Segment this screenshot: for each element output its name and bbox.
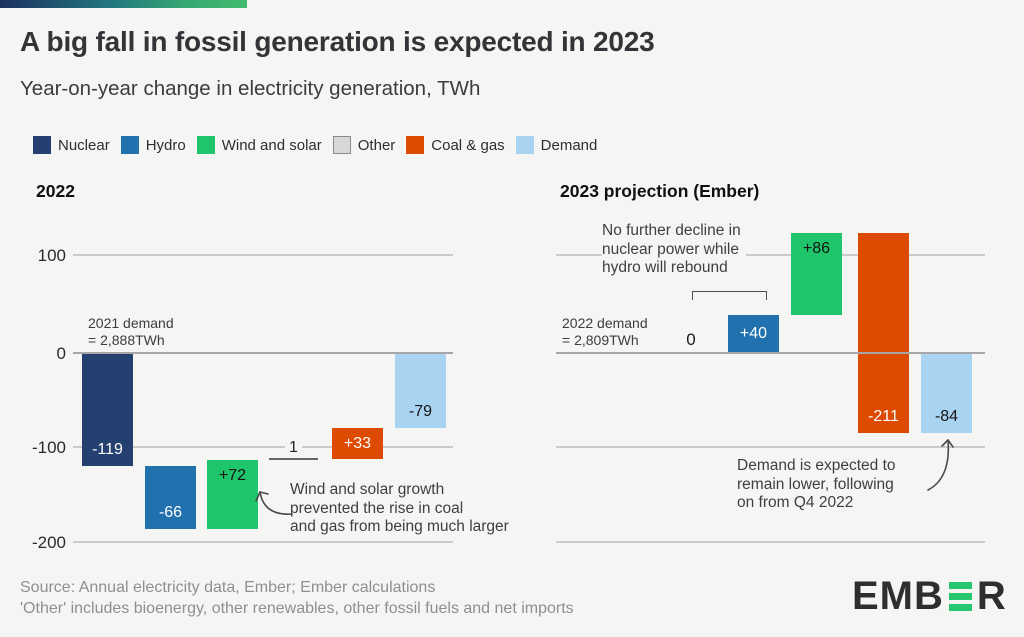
legend-item-other: Other xyxy=(332,136,396,154)
bar-2022-other-marker xyxy=(269,458,318,461)
ember-logo: EMB R xyxy=(852,574,1007,618)
bar-2023-wind-and-solar: +86 xyxy=(791,233,842,315)
legend-label-hydro: Hydro xyxy=(145,136,186,154)
legend-swatch-hydro xyxy=(120,136,139,154)
left-start-note: 2021 demand = 2,888TWh xyxy=(88,315,174,348)
legend-swatch-other xyxy=(332,136,351,154)
footer-source: Source: Annual electricity data, Ember; … xyxy=(20,579,436,596)
right-start-note: 2022 demand = 2,809TWh xyxy=(562,315,648,348)
left-gridline-neg100 xyxy=(73,446,453,448)
legend-swatch-coal-gas xyxy=(406,136,425,154)
page-title: A big fall in fossil generation is expec… xyxy=(20,26,655,57)
legend-label-wind-and-solar: Wind and solar xyxy=(221,136,322,154)
legend-label-other: Other xyxy=(357,136,396,154)
ember-logo-text-emb: EMB xyxy=(852,574,944,618)
right-chart-title: 2023 projection (Ember) xyxy=(560,181,760,201)
legend-swatch-demand xyxy=(515,136,534,154)
left-gridline-neg200 xyxy=(73,541,453,543)
bracket-nuclear-hydro xyxy=(692,291,767,300)
right-annotation-arrow xyxy=(927,439,954,491)
left-gridline-100 xyxy=(73,254,453,256)
left-annotation: Wind and solar growth prevented the rise… xyxy=(290,481,509,535)
bar-value-2022-coal-gas: +33 xyxy=(343,434,372,452)
bar-2022-demand: -79 xyxy=(395,353,446,428)
bar-value-2023-wind-and-solar: +86 xyxy=(802,240,831,257)
right-gridline-neg100 xyxy=(556,446,985,448)
right-annotation-top: No further decline in nuclear power whil… xyxy=(602,222,746,278)
legend-item-hydro: Hydro xyxy=(120,136,186,154)
brand-gradient-bar xyxy=(0,0,247,8)
bar-2022-wind-and-solar: +72 xyxy=(207,460,258,529)
legend-item-nuclear: Nuclear xyxy=(33,136,110,154)
legend-label-demand: Demand xyxy=(540,136,598,154)
legend-label-nuclear: Nuclear xyxy=(58,136,110,154)
right-gridline-100 xyxy=(556,254,985,256)
ember-logo-text-r: R xyxy=(976,574,1007,618)
left-zero-line xyxy=(73,352,453,354)
left-ytick-0: 0 xyxy=(56,344,66,363)
bar-2023-hydro: +40 xyxy=(728,315,779,353)
left-chart-title: 2022 xyxy=(36,181,75,201)
bar-value-2022-nuclear: -119 xyxy=(92,441,123,458)
bar-value-2023-demand: -84 xyxy=(934,408,959,425)
right-gridline-neg200 xyxy=(556,541,985,543)
bar-value-2022-wind-and-solar: +72 xyxy=(218,467,247,484)
footer-note: 'Other' includes bioenergy, other renewa… xyxy=(20,600,574,617)
page-subtitle: Year-on-year change in electricity gener… xyxy=(20,77,481,100)
bar-2022-nuclear: -119 xyxy=(82,353,133,466)
bar-value-2022-other: 1 xyxy=(269,439,318,457)
left-ytick-neg200: -200 xyxy=(31,533,66,552)
legend-swatch-wind-and-solar xyxy=(196,136,215,154)
bar-value-2023-hydro: +40 xyxy=(739,325,768,342)
right-annotation-bottom: Demand is expected to remain lower, foll… xyxy=(737,457,896,511)
left-ytick-100: 100 xyxy=(37,246,66,265)
left-ytick-neg100: -100 xyxy=(31,438,66,457)
legend-swatch-nuclear xyxy=(33,136,51,154)
bar-value-2022-hydro: -66 xyxy=(158,504,183,521)
bar-2023-coal-gas: -211 xyxy=(858,233,909,433)
ember-logo-e-bars-icon xyxy=(948,581,972,611)
bar-value-2022-demand: -79 xyxy=(408,403,433,420)
bar-2022-hydro: -66 xyxy=(145,466,196,529)
bar-value-2023-nuclear: 0 xyxy=(686,330,696,349)
bar-value-2023-coal-gas: -211 xyxy=(868,408,899,425)
legend: Nuclear Hydro Wind and solar Other Coal … xyxy=(33,136,597,154)
bar-2022-coal-gas: +33 xyxy=(332,428,383,459)
legend-item-coal-gas: Coal & gas xyxy=(406,136,505,154)
left-annotation-arrow xyxy=(255,491,293,515)
bar-2023-demand: -84 xyxy=(921,353,972,433)
legend-label-coal-gas: Coal & gas xyxy=(431,136,505,154)
legend-item-demand: Demand xyxy=(515,136,598,154)
legend-item-wind-and-solar: Wind and solar xyxy=(196,136,322,154)
right-zero-line xyxy=(556,352,985,354)
